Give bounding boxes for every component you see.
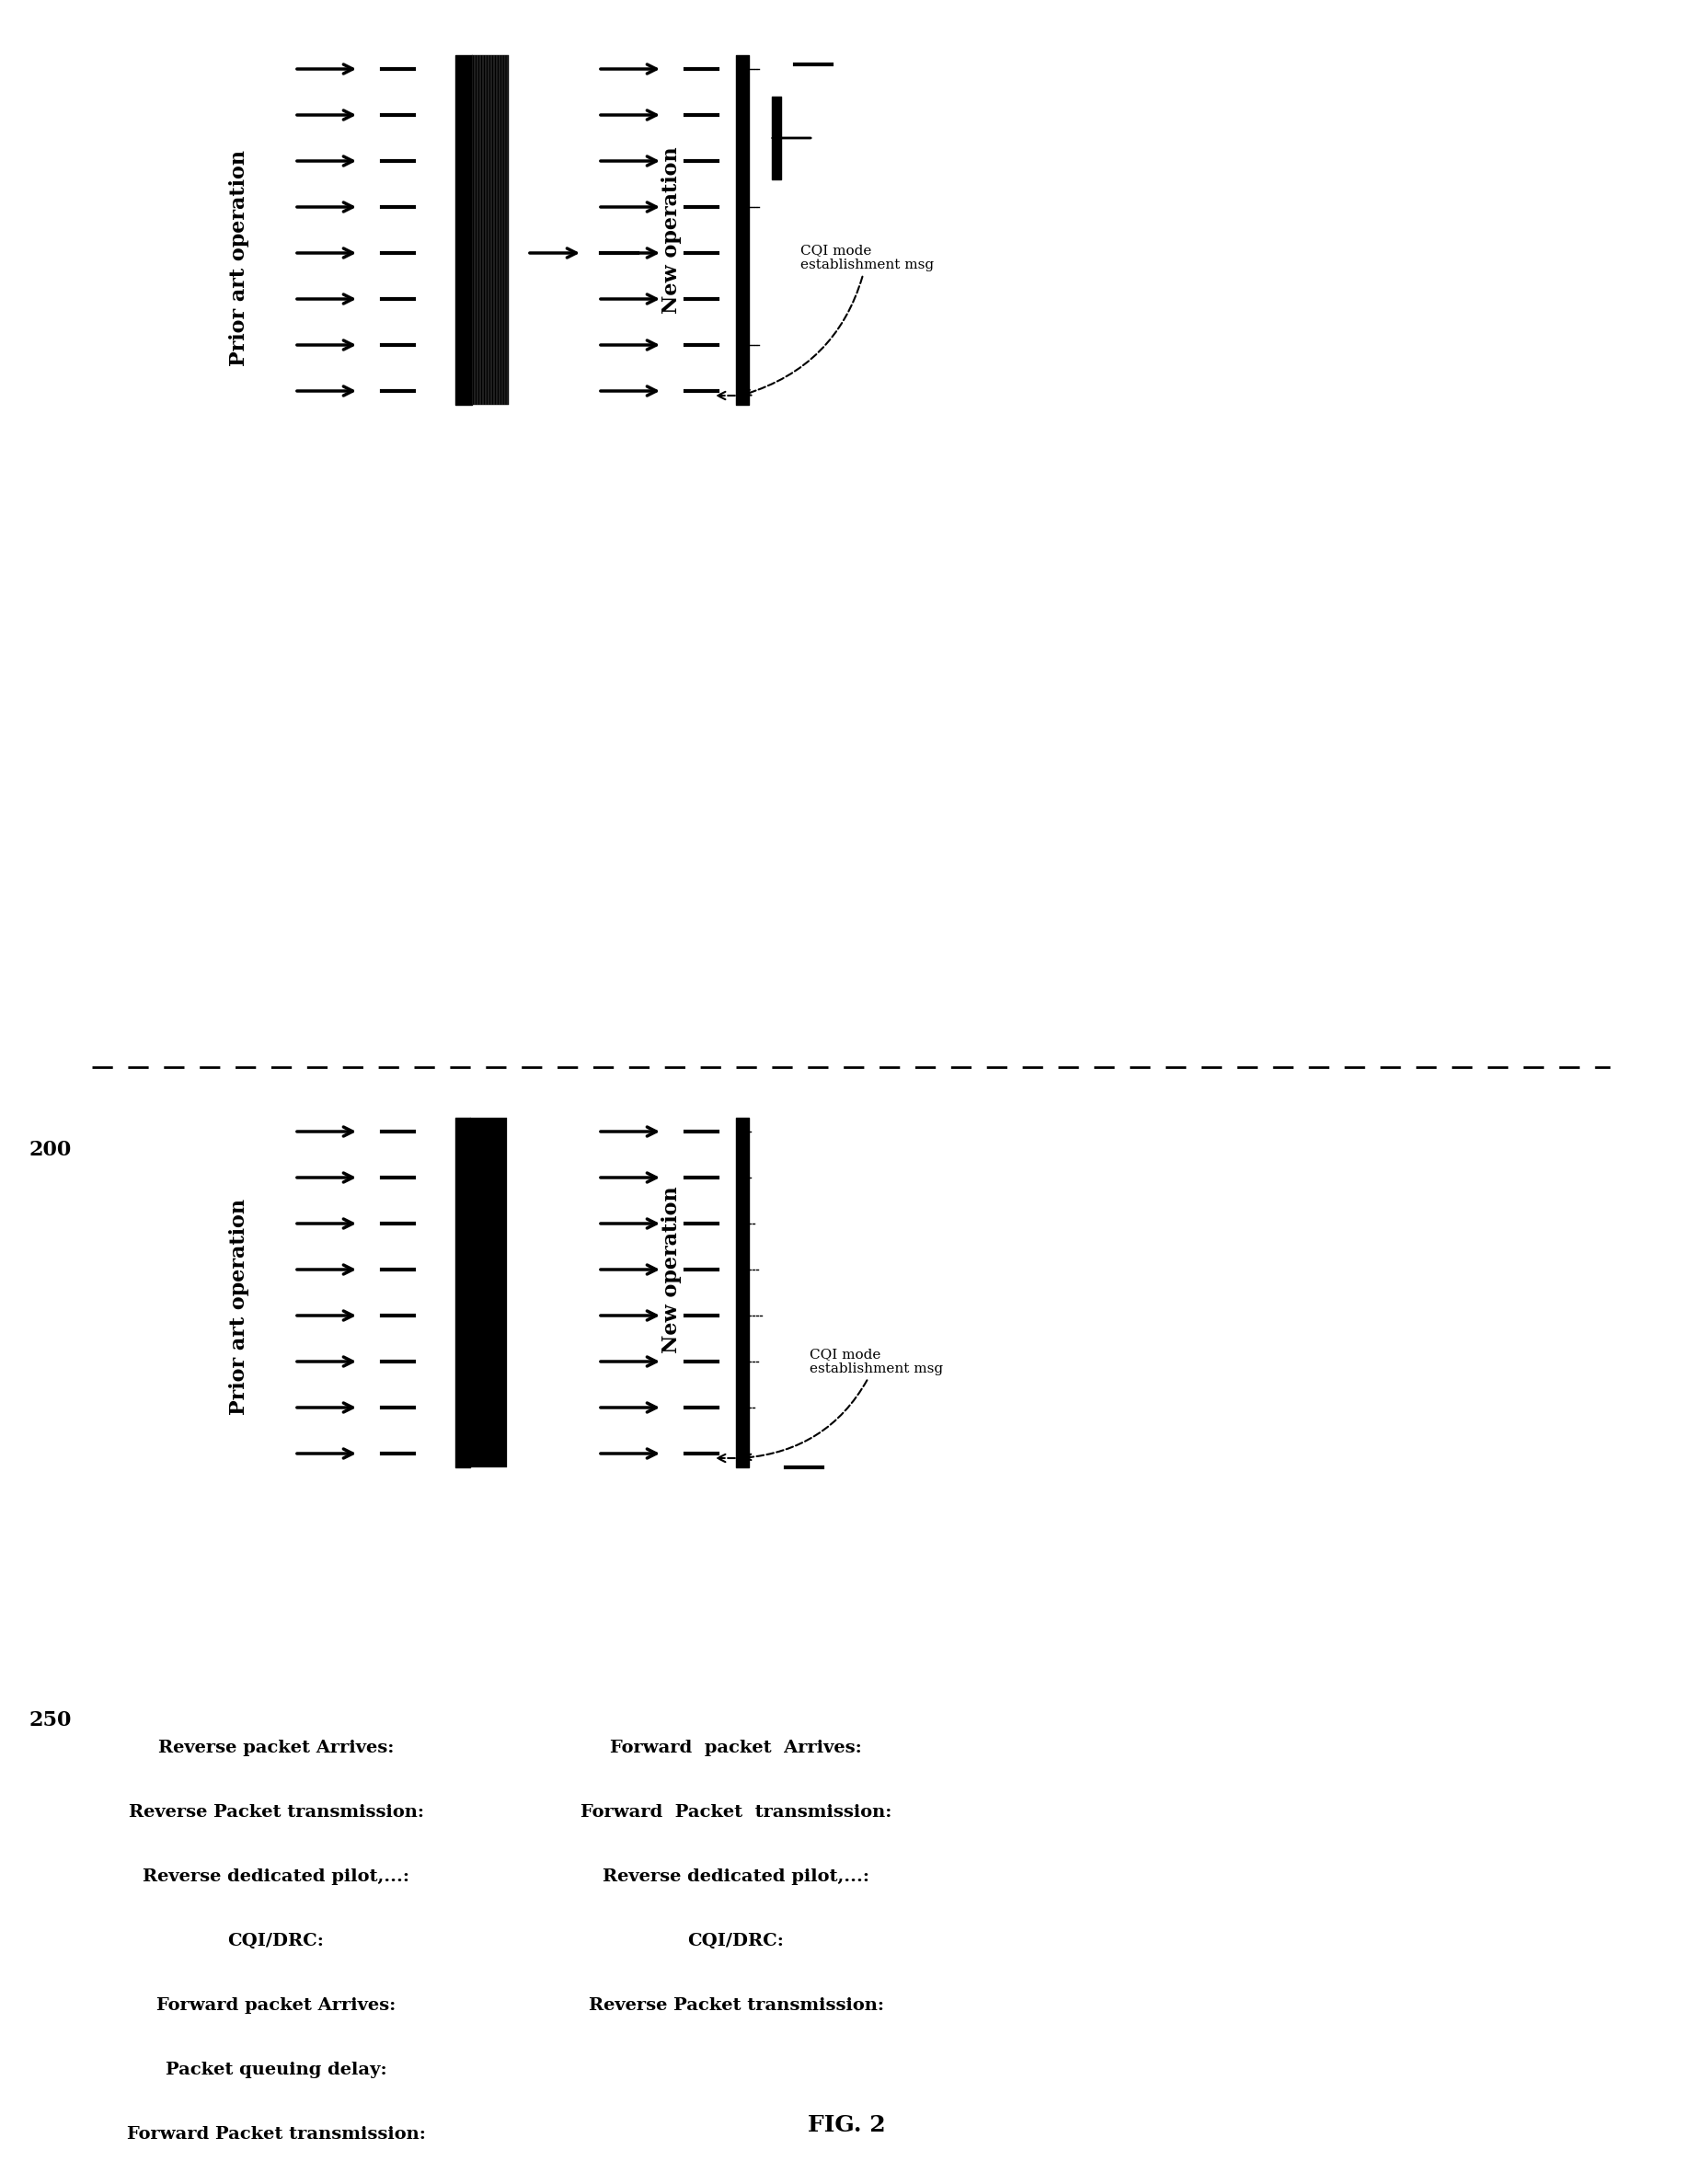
Text: Reverse Packet transmission:: Reverse Packet transmission: — [128, 1804, 424, 1821]
Text: Forward packet Arrives:: Forward packet Arrives: — [155, 1996, 395, 2014]
Text: New operation: New operation — [661, 146, 681, 314]
Text: Forward Packet transmission:: Forward Packet transmission: — [127, 2125, 426, 2143]
Text: Forward  packet  Arrives:: Forward packet Arrives: — [610, 1741, 862, 1756]
Bar — [472, 55, 509, 404]
Text: Forward  Packet  transmission:: Forward Packet transmission: — [580, 1804, 892, 1821]
Text: 200: 200 — [29, 1140, 73, 1160]
Text: Reverse packet Arrives:: Reverse packet Arrives: — [159, 1741, 394, 1756]
Text: Packet queuing delay:: Packet queuing delay: — [166, 2062, 387, 2079]
Bar — [470, 1118, 507, 1468]
Text: Prior art operation: Prior art operation — [230, 149, 250, 365]
Text: CQI mode
establishment msg: CQI mode establishment msg — [745, 245, 935, 395]
Text: Reverse Packet transmission:: Reverse Packet transmission: — [588, 1996, 884, 2014]
Text: CQI/DRC:: CQI/DRC: — [688, 1933, 784, 1950]
Text: FIG. 2: FIG. 2 — [808, 2114, 886, 2136]
Text: CQI/DRC:: CQI/DRC: — [228, 1933, 324, 1950]
Text: Reverse dedicated pilot,...:: Reverse dedicated pilot,...: — [142, 1870, 409, 1885]
Text: CQI mode
establishment msg: CQI mode establishment msg — [745, 1348, 943, 1461]
Text: 250: 250 — [29, 1710, 73, 1730]
Text: Reverse dedicated pilot,...:: Reverse dedicated pilot,...: — [603, 1870, 869, 1885]
Text: Prior art operation: Prior art operation — [230, 1199, 250, 1415]
Text: New operation: New operation — [661, 1186, 681, 1354]
